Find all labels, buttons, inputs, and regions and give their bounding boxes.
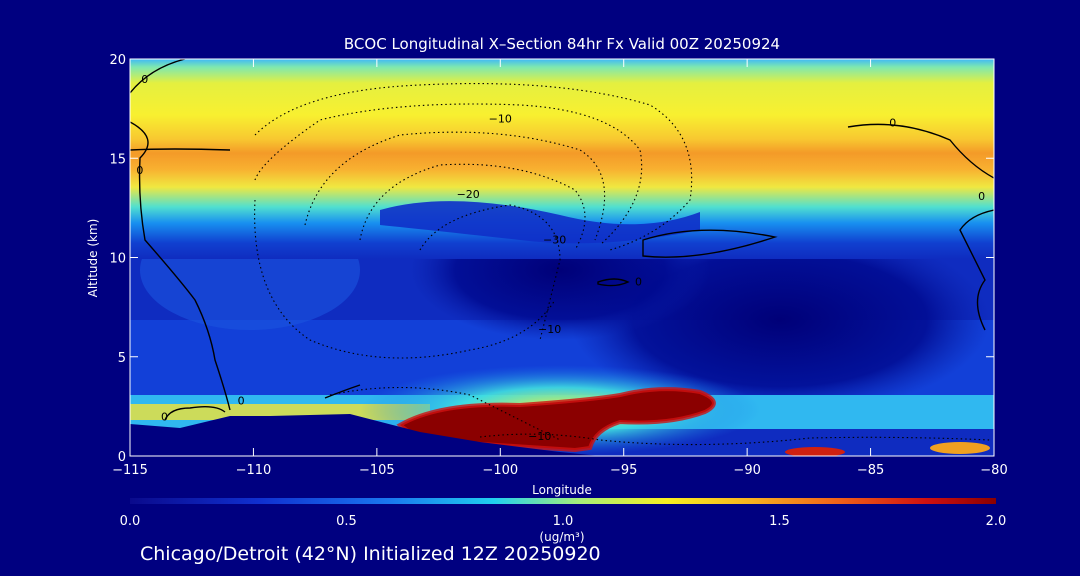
plume-edge (396, 387, 716, 453)
x-axis-label: Longitude (532, 483, 592, 497)
y-tick-label: 5 (118, 351, 126, 366)
band-dip (380, 201, 700, 244)
contour-label: −10 (538, 323, 561, 336)
surface-plume-east (785, 447, 845, 456)
contour-label: 0 (889, 116, 896, 129)
zero-contours (130, 59, 994, 421)
y-tick-label: 15 (109, 152, 126, 167)
colorbar-tick-label: 1.5 (769, 514, 790, 529)
x-tick-label: −115 (112, 463, 148, 478)
x-tick-label: −80 (980, 463, 1007, 478)
y-axis-label: Altitude (km) (86, 219, 100, 298)
x-tick-label: −95 (610, 463, 637, 478)
contour-label: 0 (635, 275, 642, 288)
contour-label: 0 (238, 394, 245, 407)
x-tick-label: −90 (733, 463, 760, 478)
colorbar-tick-label: 2.0 (986, 514, 1007, 529)
contour-label: −20 (457, 188, 480, 201)
contour-label: −10 (489, 113, 512, 126)
x-tick-label: −110 (236, 463, 272, 478)
contour-label: 0 (161, 410, 168, 423)
contour-label: 0 (978, 190, 985, 203)
caption: Chicago/Detroit (42°N) Initialized 12Z 2… (140, 543, 601, 565)
contour-label: −30 (543, 234, 566, 247)
x-tick-label: −105 (359, 463, 395, 478)
surface-plume-far-east (930, 442, 990, 454)
plot-field (130, 59, 994, 456)
colorbar (130, 498, 996, 504)
colorbar-tick-label: 1.0 (553, 514, 574, 529)
terrain (130, 414, 600, 456)
x-tick-label: −85 (857, 463, 884, 478)
y-tick-label: 0 (118, 450, 126, 465)
negative-contours (254, 83, 991, 446)
colorbar-tick-label: 0.0 (120, 514, 141, 529)
colorbar-unit-label: (ug/m³) (539, 530, 584, 544)
x-tick-label: −100 (482, 463, 518, 478)
smoke-plume (400, 389, 714, 450)
contour-label: 0 (141, 73, 148, 86)
contour-label: −10 (528, 430, 551, 443)
contour-label: 0 (136, 164, 143, 177)
y-tick-label: 20 (109, 53, 126, 68)
chart-title: BCOC Longitudinal X–Section 84hr Fx Vali… (344, 35, 780, 53)
colorbar-tick-label: 0.5 (336, 514, 357, 529)
y-tick-label: 10 (109, 252, 126, 267)
